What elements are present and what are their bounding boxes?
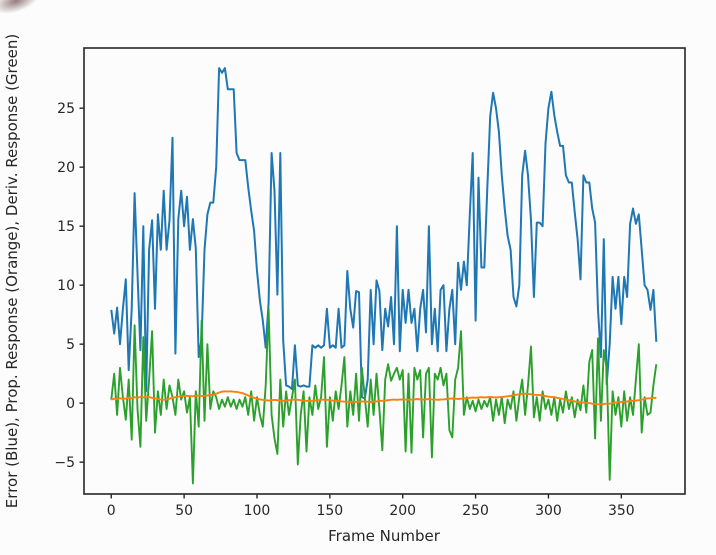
x-tick-label: 200 (389, 503, 416, 519)
x-tick-label: 150 (316, 503, 343, 519)
series-deriv-response-line (110, 307, 658, 485)
y-tick-label: 25 (57, 101, 75, 117)
series-error-line (110, 67, 658, 400)
x-tick-label: 300 (535, 503, 562, 519)
y-tick-label: 15 (57, 219, 75, 235)
y-tick-label: 20 (57, 160, 75, 176)
y-tick-label: 0 (66, 396, 75, 412)
plot-area-border (83, 47, 686, 495)
x-tick-label: 250 (462, 503, 489, 519)
x-tick-label: 100 (244, 503, 271, 519)
y-tick-label: 10 (57, 278, 75, 294)
y-tick-label: −5 (54, 455, 75, 471)
x-tick-label: 350 (608, 503, 635, 519)
y-tick-label: 5 (66, 337, 75, 353)
series-layer (110, 67, 658, 485)
y-axis-label: Error (Blue), Prop. Response (Orange), D… (3, 34, 21, 508)
x-tick-label: 0 (107, 503, 116, 519)
x-tick-label: 50 (175, 503, 193, 519)
axes-layer: 0 50 100 150 200 250 300 350 −5 0 5 10 15 20 25 (54, 47, 686, 519)
series-prop-response-line (111, 390, 657, 406)
x-axis-label: Frame Number (328, 527, 441, 545)
